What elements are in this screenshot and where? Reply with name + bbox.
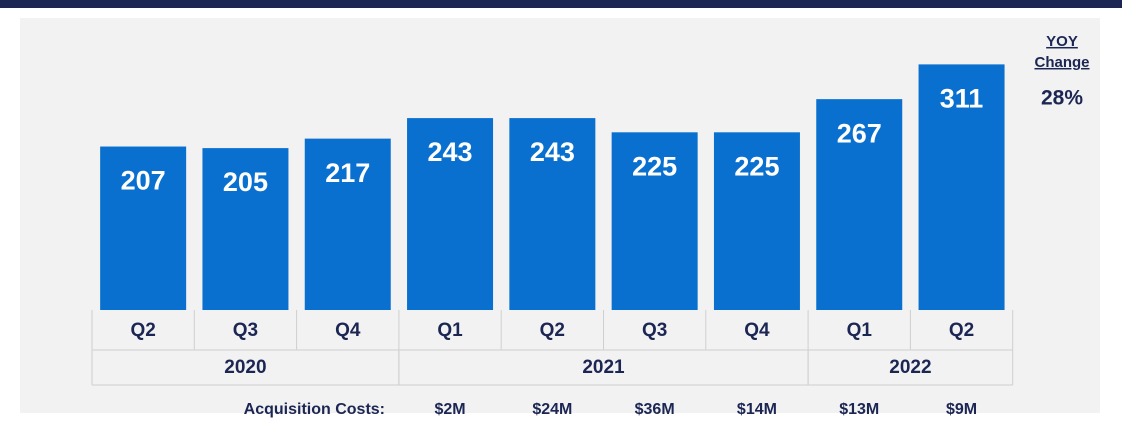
- bar: [100, 146, 187, 310]
- year-label: 2020: [224, 357, 266, 378]
- value-label: 311: [940, 84, 984, 114]
- value-label: 207: [121, 166, 166, 196]
- bar: [713, 132, 800, 310]
- value-label: 205: [223, 167, 268, 197]
- annotation-value: 28%: [1041, 87, 1083, 110]
- value-label: 243: [530, 137, 575, 167]
- acquisition-label: Acquisition Costs:: [244, 401, 385, 418]
- value-label: 225: [632, 151, 677, 181]
- acquisition-cost: $13M: [839, 401, 879, 418]
- acquisition-cost: $14M: [737, 401, 777, 418]
- value-label: 217: [325, 158, 370, 188]
- annotation-subtitle: Change: [1034, 54, 1089, 71]
- x-tick-label: Q4: [335, 320, 361, 341]
- acquisition-cost: $36M: [635, 401, 675, 418]
- annotation-title: YOY: [1046, 33, 1078, 50]
- year-label: 2021: [582, 357, 625, 378]
- bar: [611, 132, 698, 310]
- x-tick-label: Q3: [642, 320, 667, 341]
- bar: [304, 138, 391, 310]
- x-tick-label: Q3: [233, 320, 258, 341]
- x-tick-label: Q2: [130, 320, 155, 341]
- acquisition-cost: $24M: [532, 401, 572, 418]
- top-bar: [0, 0, 1122, 8]
- x-tick-label: Q1: [847, 320, 873, 341]
- x-tick-label: Q2: [540, 320, 565, 341]
- acquisition-cost: $9M: [946, 401, 977, 418]
- x-tick-label: Q2: [949, 320, 974, 341]
- bar: [509, 118, 596, 310]
- x-tick-label: Q1: [437, 320, 463, 341]
- value-label: 243: [428, 137, 473, 167]
- bar: [816, 99, 903, 310]
- value-label: 225: [734, 151, 779, 181]
- year-label: 2022: [889, 357, 931, 378]
- bar: [407, 118, 494, 310]
- value-label: 267: [837, 118, 882, 148]
- bar: [918, 64, 1005, 310]
- x-tick-label: Q4: [744, 320, 770, 341]
- bar: [202, 148, 289, 310]
- acquisition-cost: $2M: [434, 401, 465, 418]
